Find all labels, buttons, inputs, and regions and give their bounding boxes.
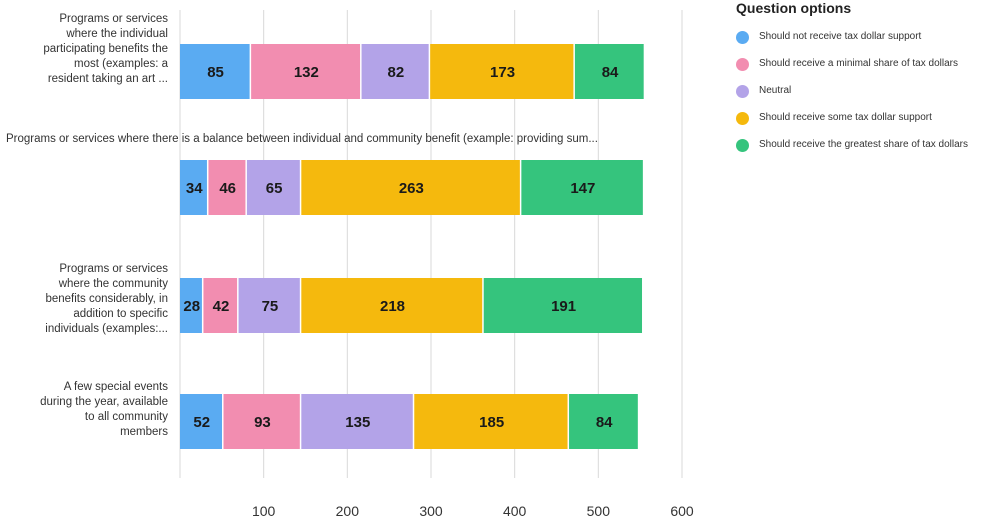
- category-label-line: Programs or services where there is a ba…: [6, 133, 598, 145]
- category-label: Programs or services where the community b…: [6, 262, 168, 337]
- bar-segment: [301, 160, 520, 215]
- x-tick-label: 100: [252, 503, 276, 519]
- legend-item: Should not receive tax dollar support: [736, 30, 998, 44]
- bar-segment: [180, 278, 202, 333]
- bar-segment: [238, 278, 300, 333]
- bars: 85 132 82 173 84 34 46 65 263 147 28 42 75 218 191 52 93…: [180, 44, 644, 449]
- x-tick-label: 200: [336, 503, 360, 519]
- legend-label: Should receive the greatest share of tax…: [759, 139, 969, 150]
- data-label: 85: [207, 64, 224, 81]
- legend-swatch-icon: [736, 112, 749, 125]
- x-tick-label: 300: [419, 503, 443, 519]
- data-label: 34: [186, 180, 203, 197]
- bar-segment: [483, 278, 643, 333]
- x-tick-label: 500: [587, 503, 611, 519]
- bar-segment: [361, 44, 429, 99]
- data-label: 28: [183, 298, 200, 315]
- bar-segment: [430, 44, 574, 99]
- bar-segment: [521, 160, 643, 215]
- data-label: 147: [570, 180, 595, 197]
- legend-swatch-icon: [736, 31, 749, 44]
- data-label: 84: [596, 414, 613, 431]
- data-label: 185: [479, 414, 504, 431]
- legend-title: Question options: [736, 0, 852, 16]
- data-label: 135: [345, 414, 370, 431]
- legend-items: Should not receive tax dollar support Sho…: [736, 30, 998, 152]
- data-label: 52: [193, 414, 210, 431]
- legend-label: Should receive a minimal share of tax do…: [759, 58, 958, 69]
- bar-segment: [180, 160, 207, 215]
- data-label: 93: [254, 414, 271, 431]
- data-label: 173: [490, 64, 515, 81]
- bar-segment: [251, 44, 361, 99]
- data-label: 218: [380, 298, 405, 315]
- category-label-line: addition to specific: [73, 308, 168, 320]
- bar-segment: [180, 394, 223, 449]
- data-label: 65: [266, 180, 283, 197]
- x-tick-label: 400: [503, 503, 527, 519]
- legend-item: Neutral: [736, 84, 998, 98]
- legend-swatch-icon: [736, 58, 749, 71]
- legend-item: Should receive some tax dollar support: [736, 111, 998, 125]
- bar-segment: [301, 278, 483, 333]
- category-label-line: benefits considerably, in: [45, 293, 168, 305]
- bar-segment: [414, 394, 568, 449]
- category-label-line: where the individual: [66, 28, 168, 40]
- bar-segment: [223, 394, 300, 449]
- data-label: 191: [551, 298, 576, 315]
- category-label-line: resident taking an art ...: [47, 73, 168, 85]
- data-label: 82: [388, 64, 405, 81]
- category-label-line: members: [120, 426, 168, 438]
- data-label: 46: [219, 180, 236, 197]
- data-label: 263: [399, 180, 424, 197]
- bar-segment: [569, 394, 638, 449]
- data-label: 75: [262, 298, 279, 315]
- bar-segment: [203, 278, 238, 333]
- category-label: A few special events during the year, ava…: [6, 380, 168, 440]
- legend: Question options Should not receive tax …: [736, 0, 998, 165]
- legend-item: Should receive the greatest share of tax…: [736, 138, 998, 152]
- category-label-line: individuals (examples:...: [45, 323, 168, 335]
- bar-segment: [246, 160, 300, 215]
- legend-label: Should not receive tax dollar support: [759, 31, 922, 42]
- category-label-line: Programs or services: [59, 263, 168, 275]
- legend-label: Neutral: [759, 85, 792, 96]
- legend-swatch-icon: [736, 85, 749, 98]
- category-label-line: most (examples: a: [74, 58, 168, 70]
- category-label-line: where the community: [58, 278, 168, 290]
- data-label: 42: [213, 298, 230, 315]
- bar-segment: [180, 44, 250, 99]
- category-label: Programs or services where the individual…: [6, 12, 168, 87]
- category-label-line: to all community: [84, 411, 168, 423]
- bar-segment: [208, 160, 246, 215]
- bar-segment: [574, 44, 644, 99]
- category-label-line: during the year, available: [40, 396, 168, 408]
- category-label: Programs or services where there is a ba…: [6, 132, 766, 147]
- x-tick-label: 600: [670, 503, 694, 519]
- legend-item: Should receive a minimal share of tax do…: [736, 57, 998, 71]
- category-label-line: participating benefits the: [43, 43, 168, 55]
- bar-segment: [301, 394, 413, 449]
- x-axis-ticks: 100 200 300 400 500 600: [252, 503, 694, 519]
- category-label-line: A few special events: [63, 381, 168, 393]
- data-label: 84: [602, 64, 619, 81]
- data-label: 132: [294, 64, 319, 81]
- category-label-line: Programs or services: [59, 13, 168, 25]
- legend-label: Should receive some tax dollar support: [759, 112, 932, 123]
- legend-swatch-icon: [736, 139, 749, 152]
